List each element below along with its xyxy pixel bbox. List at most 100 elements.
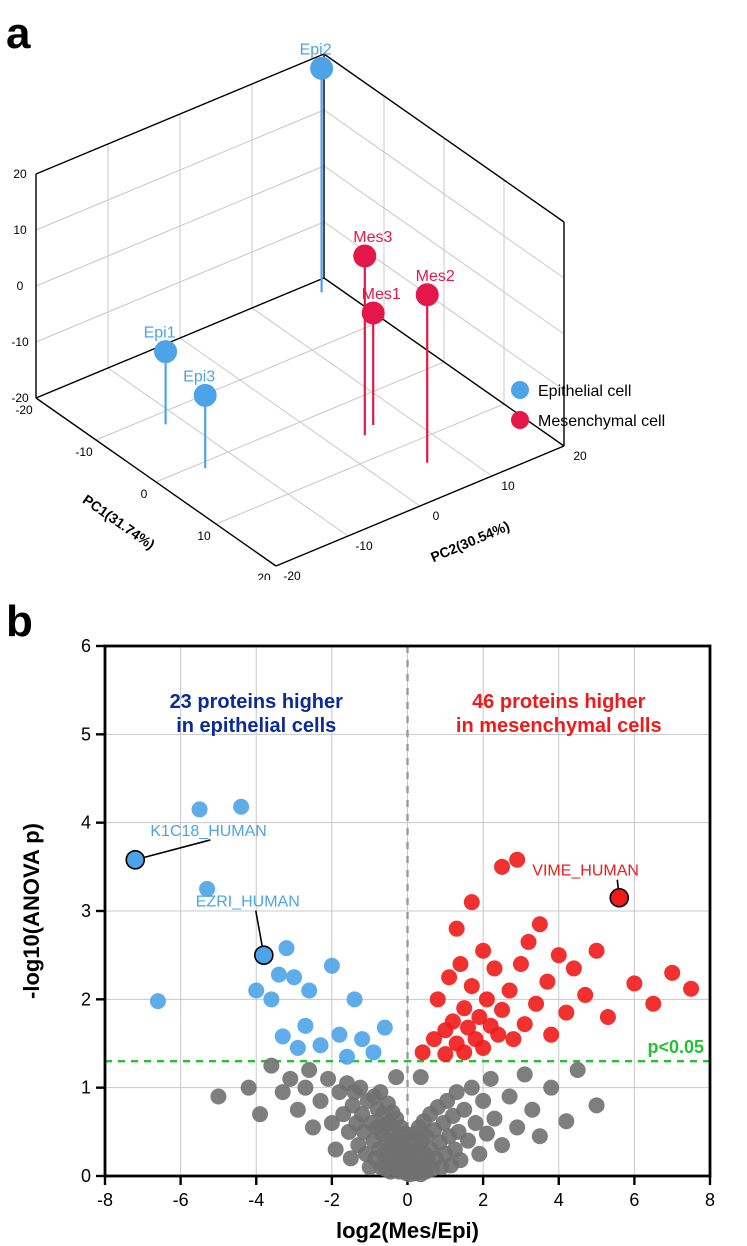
- data-point: [275, 1028, 291, 1044]
- svg-text:2: 2: [81, 989, 91, 1009]
- data-point: [449, 921, 465, 937]
- data-point: [452, 956, 468, 972]
- data-point: [456, 1102, 472, 1118]
- svg-text:20: 20: [257, 571, 271, 580]
- data-point: [475, 1040, 491, 1056]
- data-point: [664, 965, 680, 981]
- data-point: [415, 1044, 431, 1060]
- data-point: [524, 1102, 540, 1118]
- data-point: [566, 960, 582, 976]
- point-Epi2: [311, 57, 333, 79]
- data-point: [600, 1009, 616, 1025]
- data-point: [464, 1080, 480, 1096]
- data-point: [589, 943, 605, 959]
- data-point: [505, 1031, 521, 1047]
- callout-label: EZRI_HUMAN: [196, 894, 300, 911]
- svg-text:0: 0: [141, 487, 148, 501]
- data-point: [324, 958, 340, 974]
- data-point: [192, 801, 208, 817]
- svg-text:-6: -6: [173, 1190, 189, 1210]
- svg-text:3: 3: [81, 901, 91, 921]
- point-label: Epi3: [183, 368, 215, 385]
- svg-text:4: 4: [554, 1190, 564, 1210]
- data-point: [543, 1080, 559, 1096]
- data-point: [483, 1071, 499, 1087]
- header-text: in mesenchymal cells: [456, 715, 662, 737]
- data-point: [347, 991, 363, 1007]
- data-point: [494, 859, 510, 875]
- svg-text:20: 20: [13, 167, 27, 181]
- data-point: [479, 991, 495, 1007]
- data-point: [241, 1080, 257, 1096]
- data-point: [248, 983, 264, 999]
- svg-text:6: 6: [81, 636, 91, 656]
- data-point: [271, 967, 287, 983]
- data-point: [589, 1097, 605, 1113]
- data-point: [313, 1093, 329, 1109]
- p-threshold-label: p<0.05: [647, 1037, 704, 1057]
- header-text: 46 proteins higher: [472, 691, 646, 713]
- data-point: [305, 1119, 321, 1135]
- data-point: [456, 1000, 472, 1016]
- callout-label: VIME_HUMAN: [532, 863, 639, 880]
- data-point: [377, 1020, 393, 1036]
- svg-text:20: 20: [573, 449, 587, 463]
- data-point: [365, 1044, 381, 1060]
- panel-b-chart: p<0.05-8-6-4-2024680123456log2(Mes/Epi)-…: [0, 616, 747, 1246]
- point-Mes2: [416, 284, 438, 306]
- callout-point: [255, 946, 273, 964]
- data-point: [279, 940, 295, 956]
- data-point: [577, 987, 593, 1003]
- svg-text:10: 10: [13, 223, 27, 237]
- data-point: [490, 1027, 506, 1043]
- svg-text:1: 1: [81, 1078, 91, 1098]
- data-point: [282, 1071, 298, 1087]
- data-point: [339, 1049, 355, 1065]
- data-point: [456, 1044, 472, 1060]
- data-point: [388, 1069, 404, 1085]
- panel-a-chart: -20-1001020-20-1001020-20-1001020PC1(31.…: [0, 20, 747, 580]
- svg-text:10: 10: [197, 529, 211, 543]
- data-point: [475, 1093, 491, 1109]
- data-point: [475, 943, 491, 959]
- axis-label-pc2: PC2(30.54%): [428, 518, 512, 566]
- data-point: [551, 947, 567, 963]
- data-point: [301, 1062, 317, 1078]
- data-point: [331, 1027, 347, 1043]
- svg-text:8: 8: [705, 1190, 715, 1210]
- data-point: [486, 960, 502, 976]
- svg-text:6: 6: [629, 1190, 639, 1210]
- svg-text:0: 0: [402, 1190, 412, 1210]
- svg-text:4: 4: [81, 813, 91, 833]
- point-label: Epi1: [144, 325, 176, 342]
- svg-text:-10: -10: [355, 539, 373, 553]
- data-point: [297, 1018, 313, 1034]
- data-point: [539, 974, 555, 990]
- svg-text:-20: -20: [15, 403, 33, 417]
- data-point: [286, 969, 302, 985]
- data-point: [354, 1031, 370, 1047]
- svg-text:-2: -2: [324, 1190, 340, 1210]
- data-point: [328, 1142, 344, 1158]
- data-point: [570, 1062, 586, 1078]
- callout-point: [610, 889, 628, 907]
- svg-text:10: 10: [501, 479, 515, 493]
- data-point: [494, 1137, 510, 1153]
- data-point: [297, 1080, 313, 1096]
- data-point: [513, 956, 529, 972]
- data-point: [464, 894, 480, 910]
- callout-point: [126, 851, 144, 869]
- y-axis-label: -log10(ANOVA p): [19, 823, 44, 999]
- data-point: [263, 1058, 279, 1074]
- data-point: [233, 799, 249, 815]
- svg-text:0: 0: [81, 1166, 91, 1186]
- data-point: [252, 1106, 268, 1122]
- data-point: [683, 981, 699, 997]
- point-label: Epi2: [300, 41, 332, 58]
- data-point: [445, 1013, 461, 1029]
- data-point: [558, 1113, 574, 1129]
- svg-text:-10: -10: [75, 445, 93, 459]
- svg-text:0: 0: [17, 279, 24, 293]
- data-point: [313, 1037, 329, 1053]
- point-Epi1: [155, 341, 177, 363]
